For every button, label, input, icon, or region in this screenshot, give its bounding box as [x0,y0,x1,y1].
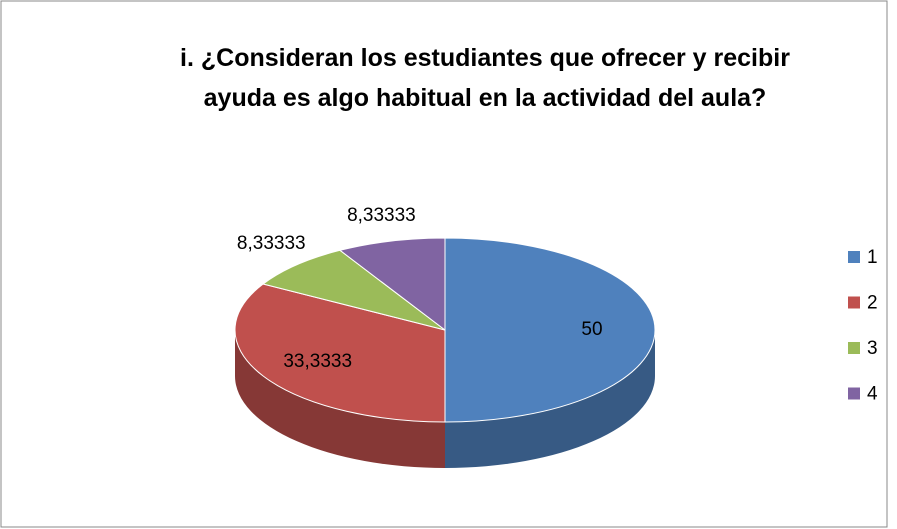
pie-slice [444,237,656,468]
data-label: 8,33333 [347,205,416,226]
data-label: 50 [581,319,602,340]
pie-slice [262,249,446,331]
legend-swatch [848,342,860,354]
slice-top [338,237,446,332]
slice-side [235,330,445,468]
legend-swatch [848,387,860,400]
legend-label: 3 [867,338,878,359]
data-label: 8,33333 [237,233,306,254]
data-label: 33,3333 [283,351,352,372]
slice-top [262,249,446,331]
pie-slice [338,237,446,332]
pie-slice [234,283,446,468]
legend-label: 4 [867,384,878,405]
legend-label: 1 [867,247,878,268]
slice-side [444,330,655,468]
slice-top [234,283,446,423]
legend-swatch [848,296,860,309]
slice-top [444,237,656,423]
legend-label: 2 [867,293,878,314]
legend-swatch [848,251,860,263]
chart-title: i. ¿Consideran los estudiantes que ofrec… [180,44,790,112]
